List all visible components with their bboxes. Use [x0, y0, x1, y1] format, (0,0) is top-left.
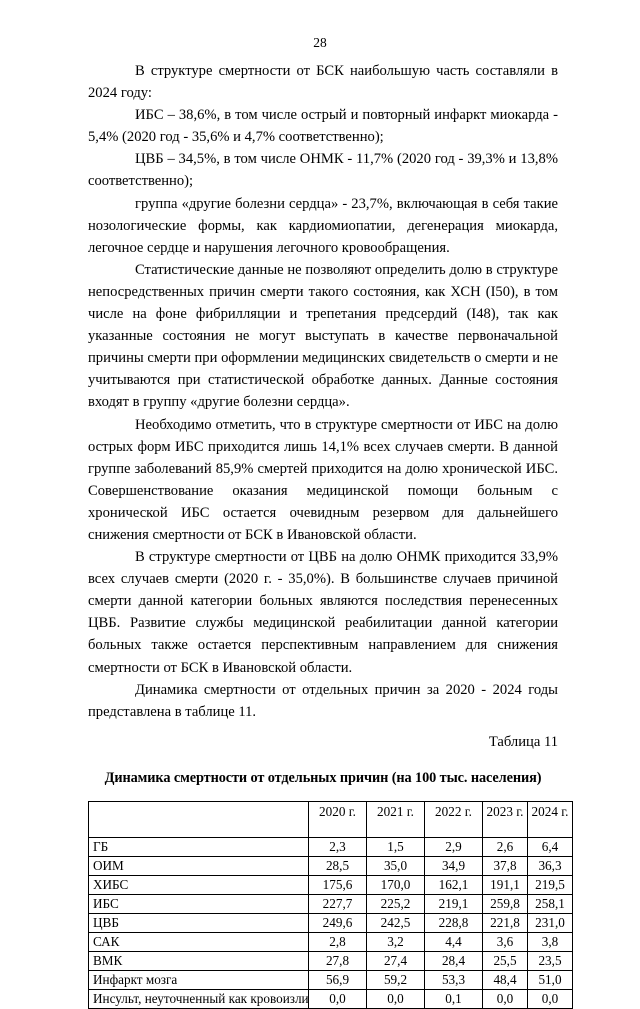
table-header-cell-2: 2021 г. [366, 800, 425, 838]
table-header-row: 2020 г. 2021 г. 2022 г. 2023 г. 2024 г. [88, 800, 573, 838]
cell-value: 25,5 [482, 950, 528, 971]
cell-value: 36,3 [527, 855, 573, 876]
cell-value: 56,9 [308, 969, 367, 990]
cell-value: 3,6 [482, 931, 528, 952]
cell-value: 0,0 [366, 988, 425, 1009]
row-label: ЦВБ [88, 912, 309, 933]
cell-value: 28,5 [308, 855, 367, 876]
cell-value: 3,8 [527, 931, 573, 952]
paragraph-6: Необходимо отметить, что в структуре сме… [88, 416, 558, 543]
row-label: ИБС [88, 893, 309, 914]
table-head: 2020 г. 2021 г. 2022 г. 2023 г. 2024 г. [88, 800, 573, 838]
table-row: Инфаркт мозга 56,9 59,2 53,3 48,4 51,0 [88, 969, 573, 990]
paragraph-2: ИБС – 38,6%, в том числе острый и повтор… [88, 107, 558, 146]
cell-value: 191,1 [482, 874, 528, 895]
row-label: Инфаркт мозга [88, 969, 309, 990]
cell-value: 2,8 [308, 931, 367, 952]
cell-value: 34,9 [424, 855, 483, 876]
cell-value: 27,8 [308, 950, 367, 971]
cell-value: 219,5 [527, 874, 573, 895]
table-header-cell-1: 2020 г. [308, 800, 367, 838]
cell-value: 228,8 [424, 912, 483, 933]
paragraph-1: В структуре смертности от БСК наибольшую… [88, 63, 558, 102]
cell-value: 4,4 [424, 931, 483, 952]
cell-value: 0,1 [424, 988, 483, 1009]
table-row: ИБС 227,7 225,2 219,1 259,8 258,1 [88, 893, 573, 914]
cell-value: 53,3 [424, 969, 483, 990]
cell-value: 0,0 [482, 988, 528, 1009]
row-label: ХИБС [88, 874, 309, 895]
cell-value: 0,0 [527, 988, 573, 1009]
row-label: Инсульт, неуточненный как кровоизлияние [88, 988, 309, 1009]
cell-value: 23,5 [527, 950, 573, 971]
cell-value: 48,4 [482, 969, 528, 990]
cell-value: 175,6 [308, 874, 367, 895]
table-row: ХИБС 175,6 170,0 162,1 191,1 219,5 [88, 874, 573, 895]
table-header-cell-0 [88, 800, 309, 838]
table-title: Динамика смертности от отдельных причин … [104, 769, 542, 786]
cell-value: 35,0 [366, 855, 425, 876]
table-caption-label: Таблица 11 [488, 733, 558, 750]
cell-value: 162,1 [424, 874, 483, 895]
row-label: ГБ [88, 836, 309, 857]
table-header-cell-5: 2024 г. [527, 800, 573, 838]
table-header-cell-4: 2023 г. [482, 800, 528, 838]
cell-value: 242,5 [366, 912, 425, 933]
row-label: ОИМ [88, 855, 309, 876]
table-body: ГБ 2,3 1,5 2,9 2,6 6,4 ОИМ 28,5 35,0 34,… [88, 836, 573, 1009]
table-row: ЦВБ 249,6 242,5 228,8 221,8 231,0 [88, 912, 573, 933]
table-row: ВМК 27,8 27,4 28,4 25,5 23,5 [88, 950, 573, 971]
cell-value: 225,2 [366, 893, 425, 914]
cell-value: 221,8 [482, 912, 528, 933]
cell-value: 249,6 [308, 912, 367, 933]
cell-value: 6,4 [527, 836, 573, 857]
cell-value: 37,8 [482, 855, 528, 876]
cell-value: 59,2 [366, 969, 425, 990]
document-body: В структуре смертности от БСК наибольшую… [88, 60, 573, 1009]
table-header-cell-3: 2022 г. [424, 800, 483, 838]
cell-value: 2,6 [482, 836, 528, 857]
cell-value: 1,5 [366, 836, 425, 857]
cell-value: 3,2 [366, 931, 425, 952]
cell-value: 2,9 [424, 836, 483, 857]
cell-value: 227,7 [308, 893, 367, 914]
table-row: Инсульт, неуточненный как кровоизлияние … [88, 988, 573, 1009]
cell-value: 170,0 [366, 874, 425, 895]
document-page: 28 В структуре смертности от БСК наиболь… [88, 35, 573, 1009]
paragraph-4: группа «другие болезни сердца» - 23,7%, … [88, 195, 558, 256]
paragraph-5: Статистические данные не позволяют опред… [88, 261, 558, 411]
cell-value: 231,0 [527, 912, 573, 933]
page-number: 28 [313, 35, 327, 50]
cell-value: 28,4 [424, 950, 483, 971]
table-row: ОИМ 28,5 35,0 34,9 37,8 36,3 [88, 855, 573, 876]
cell-value: 2,3 [308, 836, 367, 857]
cell-value: 27,4 [366, 950, 425, 971]
paragraph-7: В структуре смертности от ЦВБ на долю ОН… [88, 549, 558, 676]
table-row: САК 2,8 3,2 4,4 3,6 3,8 [88, 931, 573, 952]
cell-value: 0,0 [308, 988, 367, 1009]
table-row: ГБ 2,3 1,5 2,9 2,6 6,4 [88, 836, 573, 857]
row-label: ВМК [88, 950, 309, 971]
row-label: САК [88, 931, 309, 952]
cell-value: 219,1 [424, 893, 483, 914]
paragraph-3: ЦВБ – 34,5%, в том числе ОНМК - 11,7% (2… [88, 151, 558, 190]
paragraph-8: Динамика смертности от отдельных причин … [88, 681, 558, 720]
cell-value: 51,0 [527, 969, 573, 990]
cell-value: 258,1 [527, 893, 573, 914]
cell-value: 259,8 [482, 893, 528, 914]
